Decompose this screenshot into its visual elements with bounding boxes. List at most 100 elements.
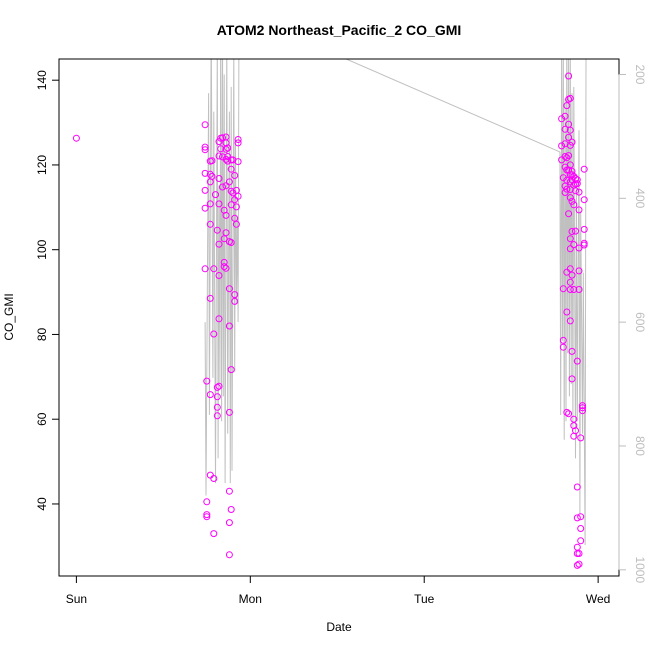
data-point [580, 165, 588, 173]
data-point [201, 146, 209, 154]
data-point [219, 134, 226, 142]
data-point [580, 196, 588, 204]
data-point [566, 126, 574, 134]
y-tick-label: 40 [35, 497, 49, 511]
data-point [575, 267, 583, 275]
data-point [201, 204, 209, 212]
data-point [577, 525, 585, 532]
data-point [575, 244, 583, 252]
data-point [227, 366, 235, 374]
data-point [580, 225, 588, 233]
data-point [215, 272, 223, 279]
data-point [568, 375, 576, 383]
data-point [575, 560, 583, 568]
data-point [206, 471, 214, 479]
data-point [566, 317, 574, 325]
data-point [565, 72, 573, 80]
data-point [563, 102, 571, 110]
data-point [227, 239, 235, 246]
data-point [575, 550, 583, 557]
data-point [215, 138, 223, 146]
data-point [212, 191, 219, 199]
data-point [565, 152, 573, 160]
data-point [559, 285, 567, 293]
data-point [561, 189, 569, 196]
data-point [577, 537, 585, 545]
data-point [224, 144, 232, 152]
data-point [213, 412, 221, 420]
y-tick-label: 80 [35, 327, 49, 341]
y2-axis: 200 400 600 800 1000 [618, 64, 647, 583]
y2-tick-label: 800 [633, 436, 647, 456]
data-point [231, 172, 239, 179]
data-point [572, 227, 579, 235]
data-point [213, 393, 221, 401]
data-point [570, 422, 578, 430]
data-point [573, 357, 581, 365]
data-point [224, 157, 232, 165]
data-point [575, 206, 583, 214]
data-point [225, 519, 233, 527]
pressure-line-2 [559, 59, 587, 546]
data-point [579, 404, 586, 412]
data-point [573, 561, 581, 569]
pressure-line-layer [204, 59, 587, 546]
data-point [563, 154, 571, 162]
data-point [227, 165, 235, 173]
y2-tick-label: 400 [633, 188, 647, 208]
data-point [227, 506, 235, 513]
data-point [559, 336, 567, 344]
data-point [206, 200, 214, 208]
data-point [566, 186, 574, 193]
data-point [72, 134, 80, 142]
x-tick-label: Sun [66, 592, 87, 606]
data-point [203, 498, 211, 506]
y-tick-label: 140 [35, 70, 49, 90]
data-point [225, 487, 233, 495]
data-point [234, 136, 242, 143]
data-point [201, 121, 209, 129]
data-point [206, 170, 214, 178]
data-point [573, 483, 581, 491]
x-axis-label: Date [326, 620, 352, 634]
x-axis: Sun Mon Tue Wed [66, 575, 610, 606]
data-point [565, 410, 573, 418]
data-point [210, 330, 218, 338]
data-points-layer [72, 72, 588, 569]
x-tick-label: Mon [239, 592, 262, 606]
data-point [225, 322, 233, 330]
data-point [222, 211, 230, 219]
data-point [220, 263, 228, 271]
pressure-line-0 [204, 59, 240, 496]
y-axis: 40 60 80 100 120 140 [35, 70, 60, 511]
y2-tick-label: 600 [633, 312, 647, 332]
data-point [222, 264, 230, 272]
data-point [568, 197, 576, 205]
data-point [234, 192, 242, 200]
data-point [575, 188, 583, 196]
y-tick-label: 100 [35, 239, 49, 259]
data-point [577, 434, 585, 442]
y2-tick-label: 200 [633, 64, 647, 84]
data-point [215, 200, 223, 208]
y2-tick-label: 1000 [633, 556, 647, 583]
chart-title: ATOM2 Northeast_Pacific_2 CO_GMI [217, 22, 462, 38]
data-point [201, 143, 209, 151]
data-point [201, 169, 209, 177]
data-point [559, 343, 567, 351]
data-point [566, 235, 574, 243]
data-point [565, 133, 573, 141]
data-point [558, 142, 566, 150]
data-point [232, 220, 240, 228]
data-point [215, 240, 223, 248]
data-point [213, 383, 221, 391]
data-point [563, 408, 571, 416]
data-point [579, 407, 586, 415]
data-point [222, 145, 230, 153]
data-point [217, 145, 225, 153]
data-point [570, 286, 578, 293]
data-point [580, 241, 588, 249]
data-point [213, 403, 221, 411]
data-point [568, 228, 576, 235]
